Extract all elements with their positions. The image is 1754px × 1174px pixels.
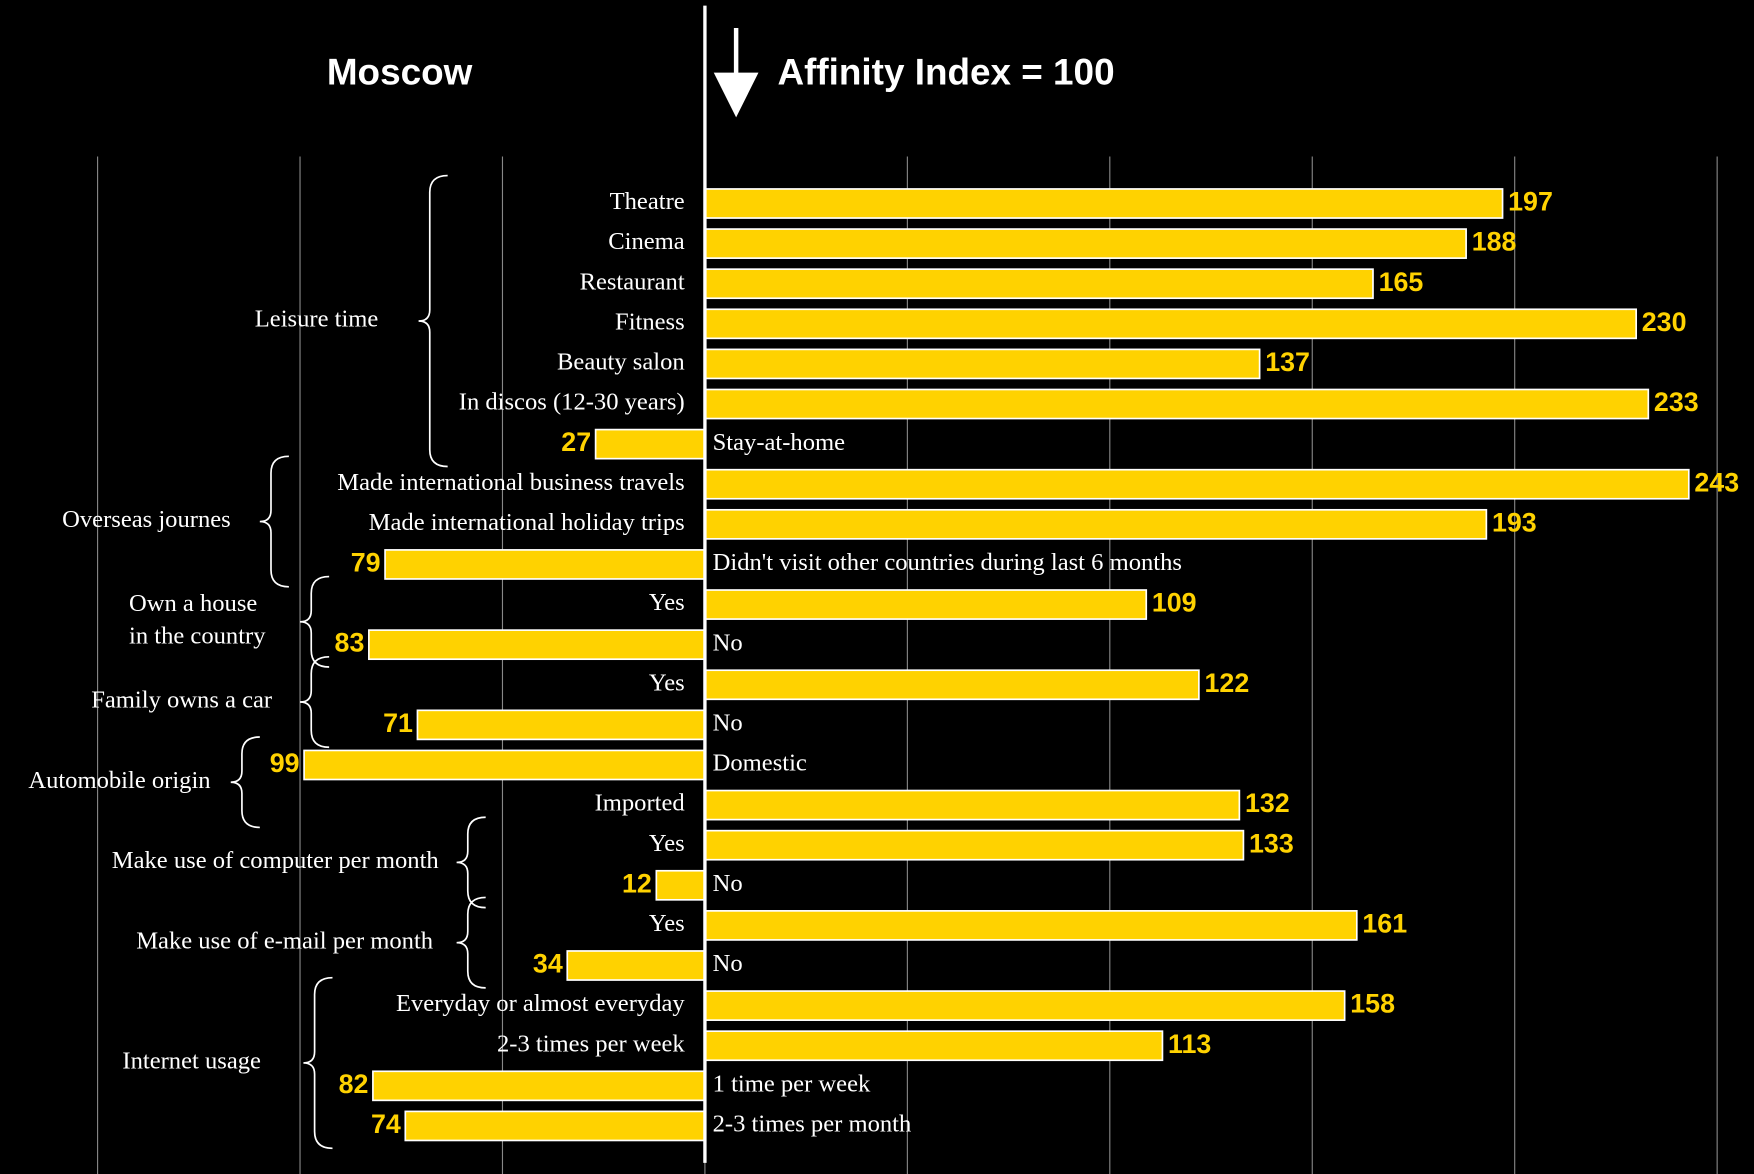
value-label: 12 xyxy=(622,868,652,898)
category-label: Didn't visit other countries during last… xyxy=(713,549,1182,576)
value-label: 74 xyxy=(371,1109,401,1139)
value-label: 158 xyxy=(1350,989,1395,1019)
bar xyxy=(704,188,1504,219)
bar xyxy=(704,589,1148,620)
value-label: 132 xyxy=(1245,788,1290,818)
group-label: Internet usage xyxy=(122,1048,261,1075)
bar xyxy=(704,388,1650,420)
group-label: Make use of computer per month xyxy=(112,847,439,874)
bar xyxy=(704,228,1467,259)
bar xyxy=(704,1030,1164,1062)
value-label: 82 xyxy=(339,1069,369,1099)
category-label: Made international business travels xyxy=(337,469,684,496)
value-label: 34 xyxy=(533,949,563,979)
category-label: Imported xyxy=(595,790,685,817)
title-left: Moscow xyxy=(327,52,473,93)
group-label: Leisure time xyxy=(255,306,379,333)
bar xyxy=(704,508,1488,540)
value-label: 71 xyxy=(383,708,413,738)
bar xyxy=(416,709,706,741)
category-label: 2-3 times per week xyxy=(497,1030,685,1057)
bar xyxy=(368,629,706,661)
group-label: Family owns a car xyxy=(91,687,272,714)
category-label: Restaurant xyxy=(580,268,685,295)
brace xyxy=(456,896,486,989)
bar xyxy=(704,789,1241,821)
value-label: 79 xyxy=(351,548,381,578)
title-right: Affinity Index = 100 xyxy=(777,52,1114,93)
category-label: Theatre xyxy=(610,188,685,215)
bar xyxy=(704,348,1261,380)
value-label: 83 xyxy=(335,628,365,658)
brace xyxy=(418,174,448,468)
category-label: No xyxy=(713,950,743,977)
bar xyxy=(594,428,706,460)
category-label: In discos (12-30 years) xyxy=(459,389,685,416)
value-label: 122 xyxy=(1204,668,1249,698)
brace xyxy=(303,976,333,1150)
value-label: 193 xyxy=(1492,507,1537,537)
brace xyxy=(300,575,330,668)
bar xyxy=(704,268,1374,300)
bar xyxy=(404,1110,706,1142)
category-label: Yes xyxy=(649,589,685,616)
category-label: No xyxy=(713,629,743,656)
value-label: 233 xyxy=(1654,387,1699,417)
value-label: 113 xyxy=(1168,1029,1211,1059)
category-label: Made international holiday trips xyxy=(369,509,685,536)
brace xyxy=(259,455,289,588)
category-label: 2-3 times per month xyxy=(713,1111,912,1138)
category-label: No xyxy=(713,870,743,897)
category-label: Fitness xyxy=(615,308,685,335)
arrow xyxy=(713,27,759,118)
category-label: Beauty salon xyxy=(557,349,685,376)
value-label: 197 xyxy=(1508,187,1553,217)
group-label: in the country xyxy=(129,623,266,650)
category-label: Yes xyxy=(649,910,685,937)
bar xyxy=(566,950,706,981)
value-label: 109 xyxy=(1152,588,1197,618)
category-label: Stay-at-home xyxy=(713,429,845,456)
category-label: No xyxy=(713,710,743,737)
category-label: Yes xyxy=(649,669,685,696)
category-label: Yes xyxy=(649,830,685,857)
value-label: 188 xyxy=(1472,227,1517,257)
value-label: 99 xyxy=(270,748,300,778)
category-label: Cinema xyxy=(608,228,685,255)
bar xyxy=(704,669,1200,701)
brace xyxy=(300,655,330,749)
value-label: 137 xyxy=(1265,347,1310,377)
bar xyxy=(655,869,706,901)
category-label: 1 time per week xyxy=(713,1070,871,1097)
group-label: Overseas journes xyxy=(62,506,231,533)
brace xyxy=(230,736,260,829)
category-label: Domestic xyxy=(713,750,807,777)
bar xyxy=(704,829,1245,861)
value-label: 230 xyxy=(1642,307,1687,337)
group-label: Make use of e-mail per month xyxy=(136,927,433,954)
bar xyxy=(704,990,1346,1021)
value-label: 133 xyxy=(1249,828,1294,858)
bar xyxy=(704,308,1638,340)
brace xyxy=(456,816,486,909)
bar xyxy=(704,468,1690,500)
value-label: 165 xyxy=(1379,267,1424,297)
bar xyxy=(384,549,706,580)
value-label: 243 xyxy=(1694,467,1739,497)
value-label: 161 xyxy=(1362,908,1407,938)
group-label: Automobile origin xyxy=(28,767,210,794)
group-label: Own a house xyxy=(129,590,257,617)
value-label: 27 xyxy=(561,427,591,457)
bar xyxy=(704,910,1358,941)
category-label: Everyday or almost everyday xyxy=(396,990,685,1017)
bar xyxy=(303,749,706,781)
bar xyxy=(372,1070,706,1102)
